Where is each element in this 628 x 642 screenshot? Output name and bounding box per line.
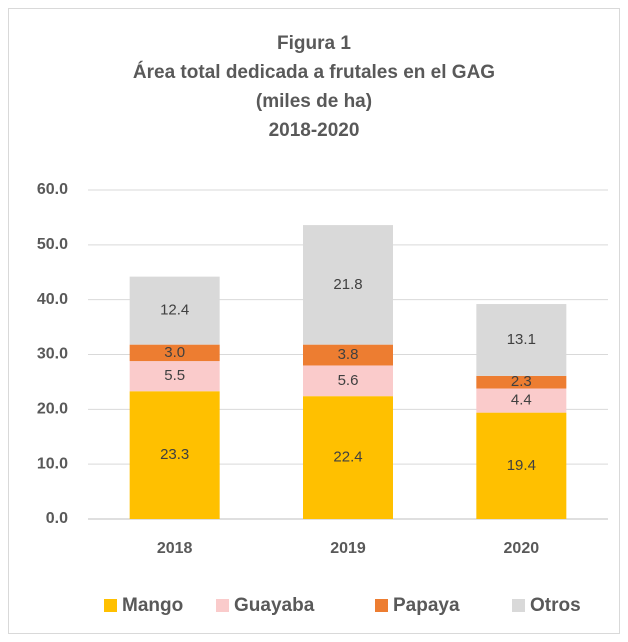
legend-label: Guayaba (234, 595, 315, 616)
legend-swatch (104, 599, 117, 612)
legend-label: Otros (530, 595, 581, 616)
y-tick-label: 0.0 (46, 510, 68, 527)
data-label: 5.6 (338, 372, 359, 389)
y-tick-label: 60.0 (37, 181, 68, 198)
chart-title: Área total dedicada a frutales en el GAG (133, 61, 495, 83)
bar-segment (129, 361, 220, 392)
data-label: 13.1 (507, 331, 536, 348)
bar-segment (303, 225, 393, 345)
y-tick-label: 30.0 (37, 346, 68, 363)
x-tick-label: 2020 (504, 540, 540, 557)
y-tick-label: 50.0 (37, 236, 68, 253)
data-label: 4.4 (511, 392, 532, 409)
x-tick-label: 2019 (330, 540, 366, 557)
legend-swatch (216, 599, 229, 612)
bar-segment (476, 388, 567, 413)
data-label: 3.8 (338, 346, 359, 363)
bar-segment (129, 391, 220, 519)
legend-swatch (512, 599, 525, 612)
chart-title: (miles de ha) (256, 91, 372, 112)
bar-segment (476, 304, 567, 376)
data-label: 5.5 (164, 367, 185, 384)
chart-title: 2018-2020 (269, 120, 360, 141)
y-tick-label: 10.0 (37, 455, 68, 472)
chart-title: Figura 1 (277, 33, 351, 54)
bar-segment (476, 375, 567, 389)
data-label: 3.0 (164, 344, 185, 361)
bar-segment (129, 344, 220, 362)
bar-segment (303, 365, 393, 397)
legend-label: Mango (122, 595, 183, 616)
data-label: 12.4 (160, 302, 189, 319)
y-tick-label: 40.0 (37, 291, 68, 308)
y-tick-label: 20.0 (37, 401, 68, 418)
bar-segment (303, 344, 393, 366)
x-tick-label: 2018 (157, 540, 193, 557)
bar-segment (303, 396, 393, 519)
data-label: 22.4 (333, 449, 362, 466)
data-label: 23.3 (160, 446, 189, 463)
bar-segment (129, 276, 220, 345)
data-label: 2.3 (511, 373, 532, 390)
data-label: 19.4 (507, 457, 536, 474)
bar-segment (476, 412, 567, 519)
legend-swatch (375, 599, 388, 612)
data-label: 21.8 (333, 276, 362, 293)
legend-label: Papaya (393, 595, 460, 616)
